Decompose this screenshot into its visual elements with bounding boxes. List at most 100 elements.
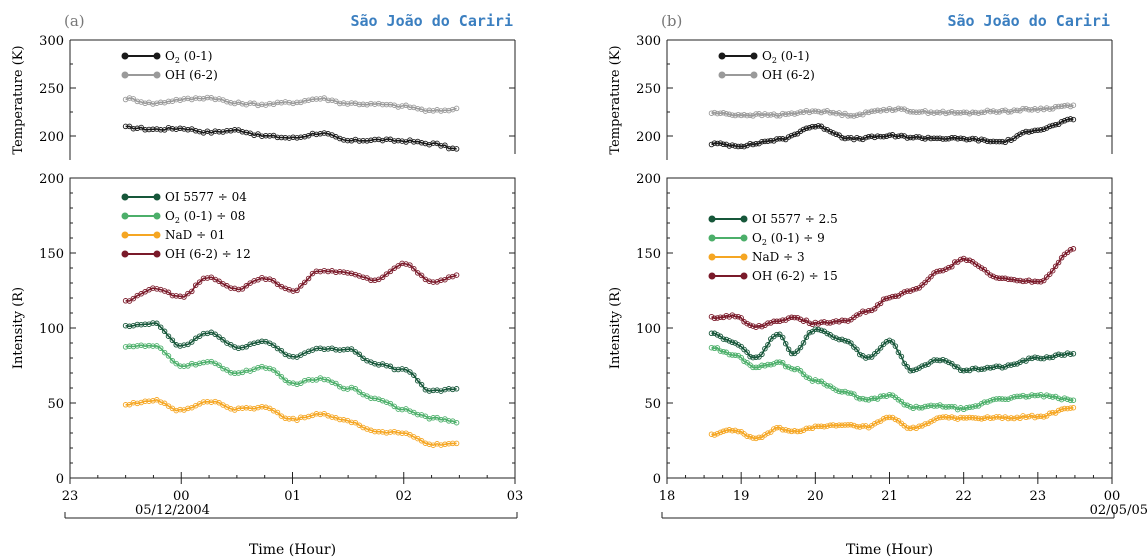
intensity-data-point bbox=[337, 416, 343, 423]
intensity-data-point bbox=[247, 341, 253, 347]
temperature-data-point bbox=[344, 101, 351, 107]
temperature-data-point bbox=[169, 126, 176, 132]
intensity-data-point bbox=[1014, 277, 1020, 284]
intensity-data-point bbox=[150, 320, 156, 326]
intensity-data-point bbox=[774, 359, 780, 366]
intensity-data-point bbox=[333, 380, 339, 387]
intensity-data-point bbox=[913, 366, 919, 373]
intensity-legend-marker bbox=[153, 231, 161, 239]
temperature-data-point bbox=[993, 138, 1000, 145]
intensity-data-point bbox=[966, 257, 973, 264]
intensity-data-point bbox=[1064, 350, 1071, 356]
temperature-data-point bbox=[987, 138, 994, 145]
intensity-data-point bbox=[1064, 396, 1071, 403]
intensity-data-point bbox=[1067, 405, 1074, 411]
temperature-data-point bbox=[1038, 127, 1044, 133]
intensity-data-point bbox=[251, 340, 257, 346]
intensity-data-point bbox=[901, 401, 908, 408]
intensity-data-point bbox=[803, 425, 810, 432]
intensity-data-point bbox=[189, 339, 195, 345]
panel-b: (b) São João do Cariri200250300Temperatur… bbox=[608, 12, 1148, 558]
temperature-data-point bbox=[1041, 126, 1047, 132]
intensity-data-point bbox=[1055, 259, 1062, 266]
intensity-data-point bbox=[836, 388, 842, 395]
intensity-data-point bbox=[317, 411, 324, 418]
temperature-data-point bbox=[708, 141, 715, 148]
intensity-series-o2-0-1-9 bbox=[708, 344, 1077, 413]
intensity-data-point bbox=[1035, 413, 1041, 420]
intensity-data-point bbox=[910, 424, 916, 431]
intensity-data-point bbox=[895, 349, 902, 356]
temperature-data-point bbox=[247, 100, 253, 106]
intensity-data-point bbox=[987, 415, 994, 421]
intensity-data-point bbox=[776, 331, 783, 338]
temperature-data-point bbox=[1026, 106, 1032, 113]
intensity-data-point bbox=[1058, 255, 1065, 261]
intensity-data-point bbox=[301, 279, 308, 286]
intensity-data-point bbox=[185, 405, 191, 412]
intensity-data-point bbox=[833, 335, 839, 341]
temperature-data-point bbox=[1052, 103, 1059, 110]
intensity-data-point bbox=[762, 363, 768, 369]
temperature-data-point bbox=[785, 134, 792, 140]
temperature-data-point bbox=[865, 109, 872, 116]
intensity-data-point bbox=[1023, 394, 1029, 400]
intensity-data-point bbox=[975, 366, 982, 373]
temperature-data-point bbox=[957, 135, 964, 141]
intensity-data-point bbox=[1067, 247, 1074, 253]
intensity-data-point bbox=[898, 290, 905, 297]
intensity-data-point bbox=[200, 275, 207, 282]
intensity-data-point bbox=[391, 428, 398, 435]
temperature-data-point bbox=[274, 134, 281, 141]
intensity-data-point bbox=[794, 314, 801, 321]
temperature-data-point bbox=[806, 125, 813, 131]
temperature-legend-label: O2 (0-1) bbox=[165, 49, 212, 65]
intensity-data-point bbox=[928, 273, 934, 280]
x-tick-label: 00 bbox=[1104, 489, 1121, 504]
intensity-data-point bbox=[765, 430, 771, 436]
intensity-data-point bbox=[720, 314, 727, 321]
intensity-data-point bbox=[426, 388, 433, 394]
intensity-data-point bbox=[313, 345, 320, 352]
intensity-data-point bbox=[735, 428, 741, 435]
intensity-data-point bbox=[399, 430, 405, 436]
intensity-data-point bbox=[759, 323, 765, 330]
intensity-data-point bbox=[126, 323, 133, 330]
intensity-data-point bbox=[999, 365, 1005, 371]
temperature-data-point bbox=[1046, 106, 1053, 112]
temperature-data-point bbox=[216, 96, 222, 102]
intensity-data-point bbox=[779, 427, 786, 433]
intensity-data-point bbox=[833, 387, 839, 393]
temperature-data-point bbox=[255, 102, 261, 109]
intensity-data-point bbox=[134, 321, 141, 328]
intensity-data-point bbox=[750, 435, 756, 441]
temperature-data-point bbox=[224, 127, 230, 134]
intensity-data-point bbox=[196, 333, 203, 339]
intensity-data-point bbox=[255, 339, 261, 346]
intensity-data-point bbox=[717, 348, 724, 354]
intensity-data-point bbox=[375, 428, 382, 435]
intensity-data-point bbox=[189, 288, 195, 295]
temperature-data-point bbox=[966, 110, 973, 117]
temperature-data-point bbox=[130, 96, 137, 102]
intensity-data-point bbox=[922, 421, 928, 427]
temperature-data-point bbox=[157, 99, 164, 106]
intensity-data-point bbox=[845, 318, 851, 324]
temperature-data-point bbox=[442, 107, 448, 113]
intensity-data-point bbox=[263, 404, 269, 411]
intensity-frame bbox=[69, 177, 516, 479]
intensity-legend-entry: OH (6-2) ÷ 12 bbox=[121, 247, 251, 261]
intensity-data-point bbox=[812, 377, 819, 383]
intensity-data-point bbox=[317, 345, 324, 351]
intensity-data-point bbox=[916, 423, 922, 429]
intensity-data-point bbox=[954, 416, 961, 422]
temperature-data-point bbox=[868, 108, 875, 115]
intensity-data-point bbox=[239, 344, 246, 351]
intensity-legend-label: O2 (0-1) ÷ 9 bbox=[752, 231, 825, 247]
intensity-data-point bbox=[827, 422, 833, 429]
temperature-data-point bbox=[969, 109, 976, 116]
intensity-data-point bbox=[880, 393, 887, 399]
temperature-data-point bbox=[809, 108, 816, 114]
temperature-data-point bbox=[1020, 105, 1026, 112]
intensity-data-point bbox=[453, 440, 460, 447]
